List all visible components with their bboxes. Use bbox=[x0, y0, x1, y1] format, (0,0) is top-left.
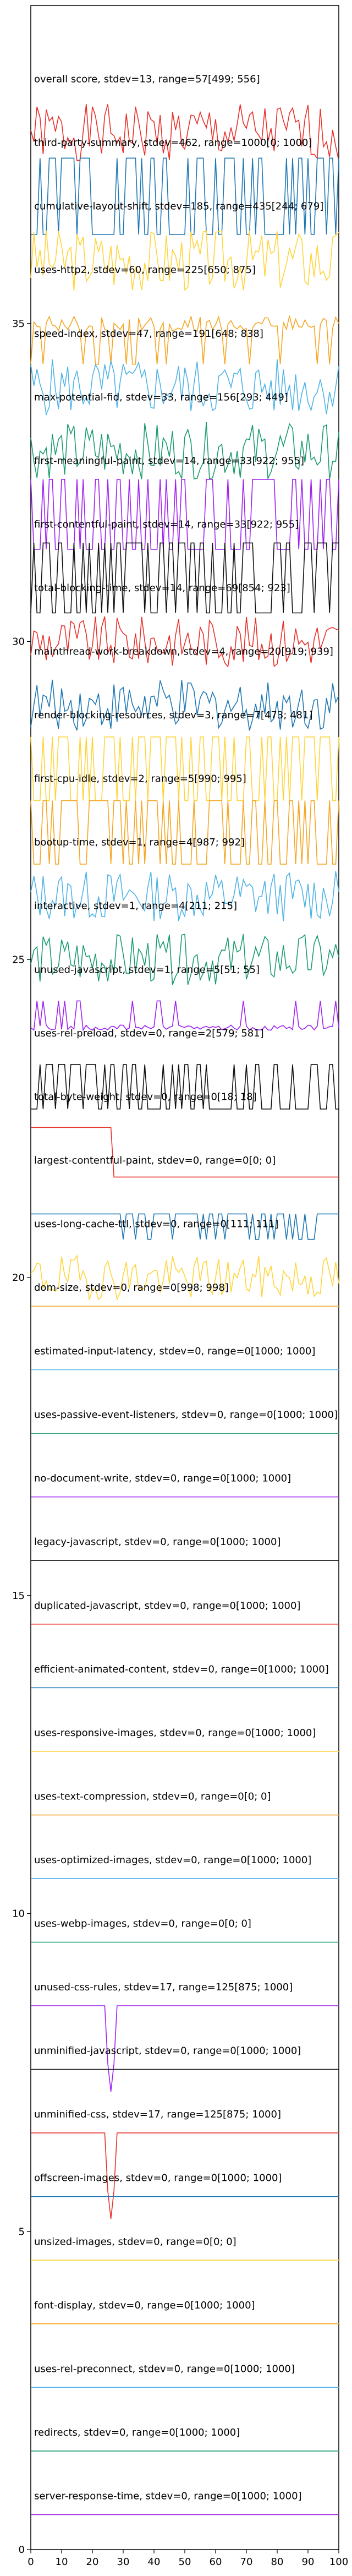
series-line-8 bbox=[30, 542, 339, 614]
series-label-8: first-contentful-paint, stdev=14, range=… bbox=[34, 519, 299, 530]
series-label-21: estimated-input-latency, stdev=0, range=… bbox=[34, 1346, 315, 1357]
x-tick-label: 0 bbox=[28, 2556, 34, 2568]
series-label-22: uses-passive-event-listeners, stdev=0, r… bbox=[34, 1409, 338, 1421]
series-label-4: uses-http2, stdev=60, range=225[650; 875… bbox=[34, 264, 256, 276]
y-tick-label: 15 bbox=[12, 1590, 25, 1602]
series-label-37: uses-rel-preconnect, stdev=0, range=0[10… bbox=[34, 2363, 295, 2375]
series-label-1: overall score, stdev=13, range=57[499; 5… bbox=[34, 74, 260, 85]
series-line-7 bbox=[30, 479, 339, 550]
x-tick-label: 80 bbox=[271, 2556, 284, 2568]
y-tick-label: 25 bbox=[12, 954, 25, 965]
series-line-15 bbox=[30, 1000, 339, 1032]
x-tick-label: 40 bbox=[148, 2556, 161, 2568]
series-label-33: unminified-css, stdev=17, range=125[875;… bbox=[34, 2109, 281, 2120]
series-label-27: uses-responsive-images, stdev=0, range=0… bbox=[34, 1727, 316, 1739]
series-line-18 bbox=[31, 1213, 339, 1240]
series-line-19 bbox=[30, 1254, 339, 1301]
series-label-23: no-document-write, stdev=0, range=0[1000… bbox=[34, 1473, 291, 1485]
series-label-2: third-party-summary, stdev=462, range=10… bbox=[34, 137, 312, 149]
series-label-5: speed-index, stdev=47, range=191[648; 83… bbox=[34, 328, 263, 340]
series-line-11 bbox=[30, 736, 339, 801]
series-line-31 bbox=[31, 2005, 339, 2092]
series-line-16 bbox=[31, 1064, 339, 1110]
y-tick-label: 5 bbox=[19, 2226, 25, 2237]
series-label-13: bootup-time, stdev=1, range=4[987; 992] bbox=[34, 837, 245, 848]
series-label-29: uses-optimized-images, stdev=0, range=0[… bbox=[34, 1854, 311, 1866]
series-line-4 bbox=[30, 315, 339, 365]
series-label-25: duplicated-javascript, stdev=0, range=0[… bbox=[34, 1600, 300, 1612]
series-label-35: unsized-images, stdev=0, range=0[0; 0] bbox=[34, 2236, 237, 2247]
series-label-28: uses-text-compression, stdev=0, range=0[… bbox=[34, 1791, 271, 1802]
series-label-38: redirects, stdev=0, range=0[1000; 1000] bbox=[34, 2427, 240, 2438]
series-line-2 bbox=[31, 157, 339, 235]
x-tick-label: 20 bbox=[86, 2556, 99, 2568]
series-label-14: interactive, stdev=1, range=4[211; 215] bbox=[34, 900, 237, 912]
series-label-26: efficient-animated-content, stdev=0, ran… bbox=[34, 1663, 329, 1675]
x-tick-label: 60 bbox=[210, 2556, 222, 2568]
series-label-11: render-blocking-resources, stdev=3, rang… bbox=[34, 710, 312, 721]
y-tick-label: 35 bbox=[12, 318, 25, 330]
y-tick-label: 30 bbox=[12, 636, 25, 648]
x-tick-label: 10 bbox=[56, 2556, 68, 2568]
y-tick-label: 10 bbox=[12, 1908, 25, 1920]
series-line-14 bbox=[30, 934, 339, 985]
y-tick-label: 20 bbox=[12, 1272, 25, 1284]
series-label-3: cumulative-layout-shift, stdev=185, rang… bbox=[34, 201, 323, 212]
series-line-17 bbox=[31, 1127, 339, 1178]
series-label-15: unused-javascript, stdev=1, range=5[51; … bbox=[34, 964, 260, 975]
series-label-7: first-meaningful-paint, stdev=14, range=… bbox=[34, 455, 304, 467]
series-label-20: dom-size, stdev=0, range=0[998; 998] bbox=[34, 1282, 229, 1294]
series-label-30: uses-webp-images, stdev=0, range=0[0; 0] bbox=[34, 1918, 251, 1930]
series-label-18: largest-contentful-paint, stdev=0, range… bbox=[34, 1155, 276, 1166]
series-line-5 bbox=[30, 359, 339, 417]
series-label-39: server-response-time, stdev=0, range=0[1… bbox=[34, 2490, 302, 2502]
y-tick-label: 0 bbox=[19, 2544, 25, 2556]
series-line-12 bbox=[30, 800, 339, 865]
series-label-12: first-cpu-idle, stdev=2, range=5[990; 99… bbox=[34, 773, 246, 785]
x-tick-label: 70 bbox=[240, 2556, 253, 2568]
series-label-19: uses-long-cache-ttl, stdev=0, range=0[11… bbox=[34, 1218, 278, 1230]
x-tick-label: 30 bbox=[117, 2556, 130, 2568]
series-line-9 bbox=[30, 616, 339, 668]
plot-frame bbox=[30, 5, 339, 2550]
series-label-31: unused-css-rules, stdev=17, range=125[87… bbox=[34, 1982, 293, 1993]
series-label-6: max-potential-fid, stdev=33, range=156[2… bbox=[34, 391, 288, 403]
x-tick-label: 90 bbox=[302, 2556, 315, 2568]
series-label-16: uses-rel-preload, stdev=0, range=2[579; … bbox=[34, 1028, 264, 1039]
series-line-13 bbox=[30, 871, 339, 921]
series-line-6 bbox=[30, 422, 339, 481]
series-line-1 bbox=[30, 104, 339, 161]
series-label-24: legacy-javascript, stdev=0, range=0[1000… bbox=[34, 1536, 280, 1548]
series-line-10 bbox=[30, 679, 339, 731]
series-label-9: total-blocking-time, stdev=14, range=69[… bbox=[34, 582, 290, 594]
series-label-34: offscreen-images, stdev=0, range=0[1000;… bbox=[34, 2173, 282, 2184]
series-label-10: mainthread-work-breakdown, stdev=4, rang… bbox=[34, 646, 333, 658]
series-line-33 bbox=[31, 2132, 339, 2219]
series-label-32: unminified-javascript, stdev=0, range=0[… bbox=[34, 2045, 301, 2057]
x-tick-label: 50 bbox=[179, 2556, 191, 2568]
x-tick-label: 100 bbox=[329, 2556, 348, 2568]
series-label-17: total-byte-weight, stdev=0, range=0[18; … bbox=[34, 1091, 257, 1103]
series-line-3 bbox=[30, 230, 339, 291]
series-label-36: font-display, stdev=0, range=0[1000; 100… bbox=[34, 2300, 255, 2311]
